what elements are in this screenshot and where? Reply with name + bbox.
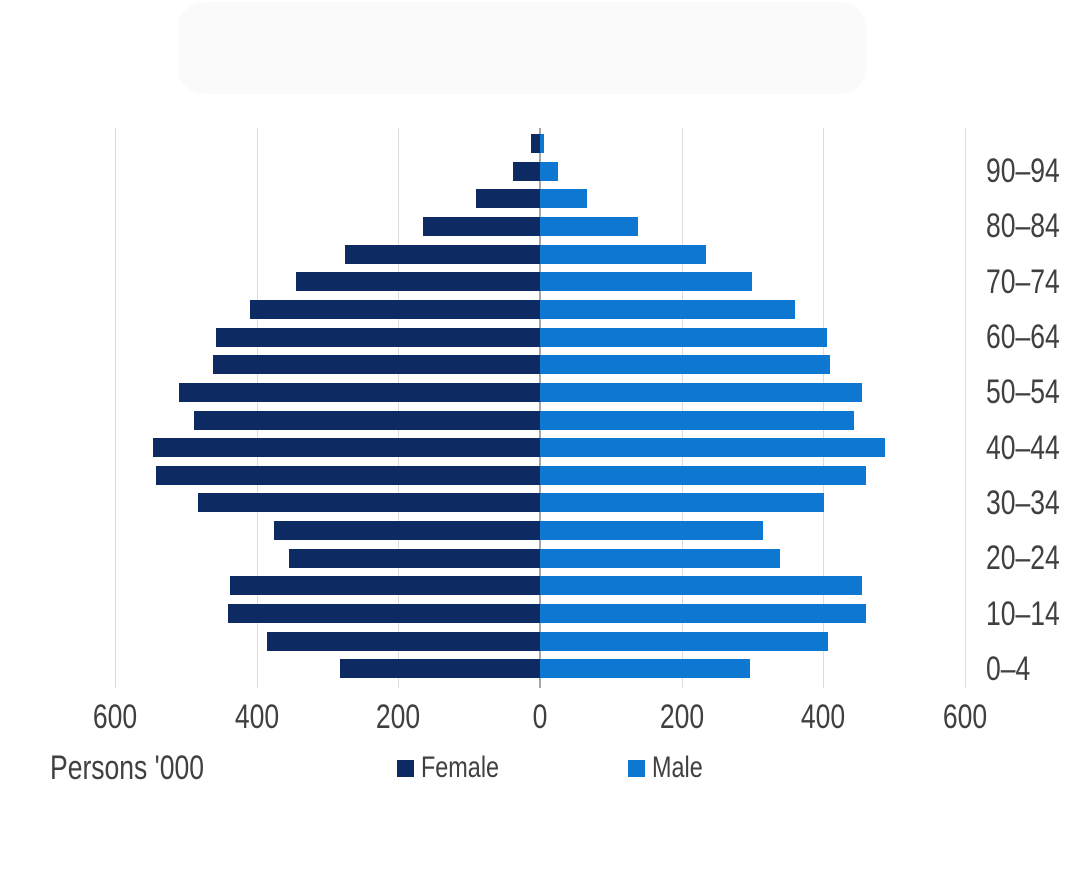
female-bar-5-9 bbox=[267, 631, 540, 651]
legend-label-male: Male bbox=[652, 751, 703, 784]
male-bar-5-9 bbox=[540, 631, 828, 651]
female-bar-40-44 bbox=[152, 438, 540, 458]
gridline bbox=[965, 128, 966, 688]
male-bar-15-19 bbox=[540, 576, 863, 596]
chart-plot-area bbox=[115, 128, 966, 688]
male-bar-25-29 bbox=[540, 521, 764, 541]
female-bar-65-69 bbox=[249, 299, 540, 319]
female-bar-45-49 bbox=[193, 410, 540, 430]
female-bar-10-14 bbox=[228, 604, 540, 624]
legend-swatch-male bbox=[628, 759, 645, 777]
zero-axis-line bbox=[539, 128, 541, 688]
age-label: 0–4 bbox=[986, 649, 1031, 688]
x-axis-caption: Persons '000 bbox=[50, 749, 204, 787]
female-bar-0-4 bbox=[340, 659, 540, 679]
x-tick-label: 600 bbox=[92, 698, 138, 736]
male-bar-0-4 bbox=[540, 659, 751, 679]
x-tick-label: 400 bbox=[234, 698, 279, 736]
male-bar-45-49 bbox=[540, 410, 854, 430]
female-bar-25-29 bbox=[274, 521, 540, 541]
legend-item-male: Male bbox=[628, 751, 717, 784]
age-label: 80–84 bbox=[986, 207, 1060, 246]
female-bar-80-84 bbox=[423, 216, 540, 236]
male-bar-80-84 bbox=[540, 216, 639, 236]
age-label: 30–34 bbox=[986, 483, 1060, 522]
female-bar-60-64 bbox=[215, 327, 540, 347]
gridline bbox=[681, 128, 683, 688]
legend-label-female: Female bbox=[421, 751, 500, 784]
female-bar-30-34 bbox=[197, 493, 540, 513]
age-label: 50–54 bbox=[986, 373, 1060, 412]
male-bar-60-64 bbox=[540, 327, 827, 347]
erased-title-area bbox=[178, 2, 866, 94]
male-bar-95- bbox=[540, 134, 545, 153]
female-bar-50-54 bbox=[179, 382, 540, 402]
female-bar-90-94 bbox=[513, 161, 540, 181]
male-bar-75-79 bbox=[540, 244, 707, 264]
female-bar-85-89 bbox=[476, 189, 540, 209]
female-bar-20-24 bbox=[288, 548, 540, 568]
female-bar-95- bbox=[530, 134, 540, 153]
age-label: 20–24 bbox=[986, 539, 1060, 578]
male-bar-30-34 bbox=[540, 493, 825, 513]
male-bar-50-54 bbox=[540, 382, 863, 402]
legend-item-female: Female bbox=[397, 751, 521, 784]
male-bar-40-44 bbox=[540, 438, 885, 458]
x-tick-label: 200 bbox=[659, 698, 704, 736]
gridline bbox=[115, 128, 116, 688]
male-bar-90-94 bbox=[540, 161, 558, 181]
female-bar-15-19 bbox=[230, 576, 540, 596]
x-tick-label: 0 bbox=[532, 698, 548, 736]
male-bar-55-59 bbox=[540, 355, 830, 375]
age-label: 70–74 bbox=[986, 262, 1060, 301]
x-tick-label: 600 bbox=[942, 698, 988, 736]
male-bar-20-24 bbox=[540, 548, 781, 568]
gridline bbox=[398, 128, 400, 688]
female-bar-35-39 bbox=[156, 465, 540, 485]
female-bar-70-74 bbox=[295, 272, 540, 292]
male-bar-35-39 bbox=[540, 465, 866, 485]
age-label: 60–64 bbox=[986, 318, 1060, 357]
male-bar-85-89 bbox=[540, 189, 588, 209]
age-label: 10–14 bbox=[986, 594, 1060, 633]
gridline bbox=[823, 128, 825, 688]
x-tick-label: 400 bbox=[801, 698, 846, 736]
male-bar-10-14 bbox=[540, 604, 866, 624]
legend-swatch-female bbox=[397, 759, 414, 777]
male-bar-70-74 bbox=[540, 272, 752, 292]
age-label: 40–44 bbox=[986, 428, 1060, 467]
female-bar-75-79 bbox=[345, 244, 540, 264]
female-bar-55-59 bbox=[213, 355, 540, 375]
male-bar-65-69 bbox=[540, 299, 795, 319]
gridline bbox=[256, 128, 258, 688]
x-tick-label: 200 bbox=[376, 698, 421, 736]
age-label: 90–94 bbox=[986, 152, 1060, 191]
